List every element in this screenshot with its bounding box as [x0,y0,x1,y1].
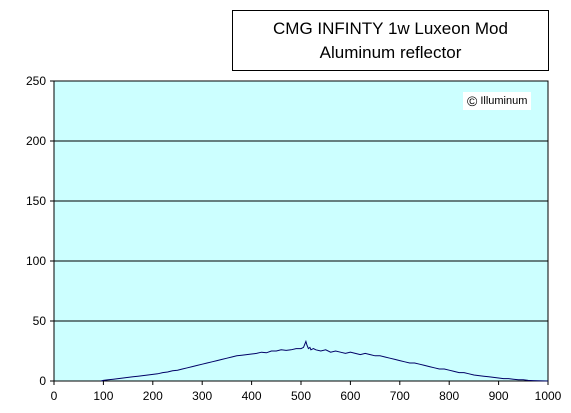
series-line [100,339,549,382]
chart-title-box: CMG INFINTY 1w Luxeon Mod Aluminum refle… [232,10,549,71]
watermark-text: Illuminum [480,95,528,107]
x-tick-label: 200 [143,389,163,403]
x-tick-label: 300 [192,389,212,403]
x-tick-label: 500 [291,389,311,403]
y-axis-ticks: 0 50 100 150 200 250 [26,74,54,388]
x-tick-label: 0 [51,389,58,403]
y-tick-label: 150 [26,194,46,208]
y-tick-label: 250 [26,74,46,88]
watermark: © Illuminum [463,92,532,110]
chart-title-line-1: CMG INFINTY 1w Luxeon Mod [273,18,508,38]
x-tick-label: 900 [489,389,509,403]
x-tick-label: 100 [93,389,113,403]
gridlines [54,140,548,322]
y-tick-label: 50 [33,314,47,328]
chart-title-line-2: Aluminum reflector [319,42,462,62]
copyright-icon: © [467,93,478,109]
x-tick-label: 800 [439,389,459,403]
y-tick-label: 100 [26,254,46,268]
x-tick-label: 1000 [535,389,562,403]
x-tick-label: 700 [390,389,410,403]
y-tick-label: 200 [26,134,46,148]
y-tick-label: 0 [39,374,46,388]
x-tick-label: 600 [340,389,360,403]
x-tick-label: 400 [242,389,262,403]
plot-area [53,80,549,382]
x-axis-ticks: 0 100 200 300 400 500 600 700 800 900 1000 [51,381,562,403]
